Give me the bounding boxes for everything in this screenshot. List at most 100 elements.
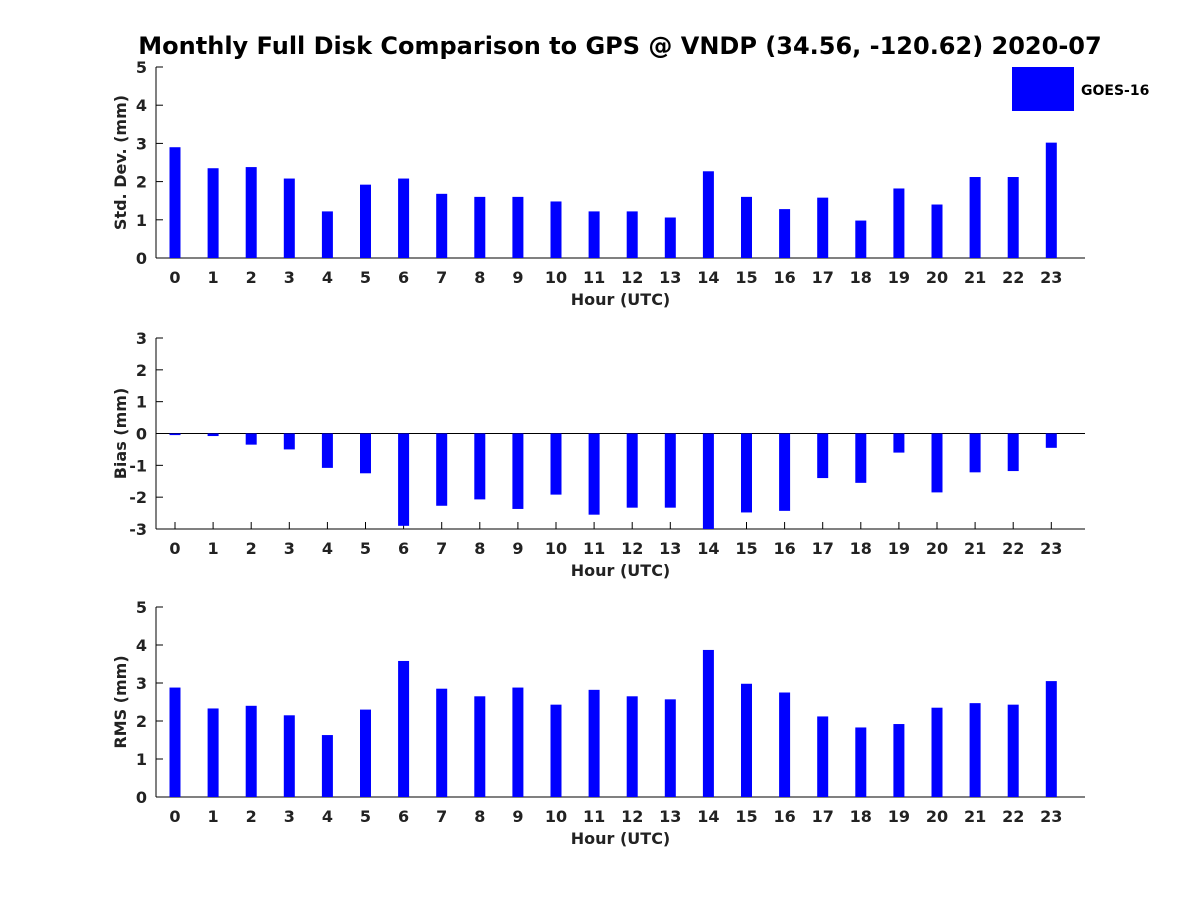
rms-x-tick-label: 23: [1040, 807, 1062, 826]
rms-x-tick-label: 4: [322, 807, 333, 826]
rms-bar-hour-2: [245, 705, 257, 797]
rms-bar-hour-20: [931, 707, 943, 797]
bias-bar-hour-3: [283, 433, 295, 450]
rms-bar-hour-15: [741, 683, 752, 797]
bias-x-tick-label: 21: [964, 539, 986, 558]
std-dev-y-tick-label: 1: [136, 211, 147, 230]
rms-bar-hour-22: [1007, 704, 1019, 797]
std-dev-x-tick-label: 10: [545, 268, 567, 287]
rms-y-axis-label: RMS (mm): [111, 655, 130, 748]
bias-bar-hour-11: [588, 433, 600, 515]
rms-x-tick-label: 11: [583, 807, 605, 826]
rms-x-tick-label: 7: [436, 807, 447, 826]
rms-y-tick-label: 3: [136, 674, 147, 693]
rms-y-tick-label: 5: [136, 598, 147, 617]
std-dev-bar-hour-22: [1007, 177, 1019, 258]
bias-y-tick-label: 2: [136, 361, 147, 380]
std-dev-y-axis-label: Std. Dev. (mm): [111, 95, 130, 230]
bias-bar-hour-15: [741, 433, 752, 513]
std-dev-x-tick-label: 5: [360, 268, 371, 287]
std-dev-y-tick-label: 4: [136, 96, 147, 115]
std-dev-x-tick-label: 1: [208, 268, 219, 287]
bias-bar-hour-19: [893, 433, 905, 453]
std-dev-bar-hour-23: [1045, 142, 1057, 258]
std-dev-bar-hour-5: [360, 184, 371, 258]
bias-bar-hour-16: [779, 433, 791, 511]
rms-x-tick-label: 19: [888, 807, 910, 826]
bias-x-tick-label: 12: [621, 539, 643, 558]
std-dev-y-tick-label: 5: [136, 58, 147, 77]
rms-bar-hour-18: [855, 727, 867, 797]
rms-x-tick-label: 0: [169, 807, 180, 826]
rms-x-tick-label: 22: [1002, 807, 1024, 826]
bias-bar-hour-12: [626, 433, 638, 508]
rms-bar-hour-12: [626, 696, 638, 797]
bias-x-tick-label: 1: [208, 539, 219, 558]
std-dev-x-tick-label: 2: [246, 268, 257, 287]
rms-bar-hour-19: [893, 724, 905, 797]
std-dev-bar-hour-8: [474, 196, 486, 258]
chart-title: Monthly Full Disk Comparison to GPS @ VN…: [138, 32, 1101, 60]
bias-y-tick-label: 3: [136, 329, 147, 348]
std-dev-x-tick-label: 13: [659, 268, 681, 287]
bias-bar-hour-21: [969, 433, 981, 473]
std-dev-bar-hour-6: [398, 178, 410, 258]
bias-x-tick-label: 2: [246, 539, 257, 558]
std-dev-x-tick-label: 12: [621, 268, 643, 287]
legend-swatch: [1012, 67, 1074, 111]
std-dev-x-tick-label: 8: [474, 268, 485, 287]
bias-y-tick-label: -3: [129, 520, 147, 539]
std-dev-bar-hour-11: [588, 211, 600, 258]
rms-bar-hour-8: [474, 696, 486, 797]
bias-bar-hour-8: [474, 433, 486, 500]
std-dev-x-tick-label: 14: [697, 268, 719, 287]
rms-bar-hour-11: [588, 689, 600, 797]
rms-x-tick-label: 1: [208, 807, 219, 826]
rms-y-tick-label: 0: [136, 788, 147, 807]
rms-bar-hour-0: [169, 687, 181, 797]
rms-x-tick-label: 6: [398, 807, 409, 826]
std-dev-bar-hour-14: [702, 171, 714, 258]
bias-bar-hour-1: [207, 433, 219, 437]
std-dev-bar-hour-9: [512, 196, 524, 258]
rms-x-tick-label: 10: [545, 807, 567, 826]
rms-bar-hour-3: [283, 715, 295, 797]
rms-x-tick-label: 13: [659, 807, 681, 826]
rms-x-tick-label: 17: [812, 807, 834, 826]
bias-x-tick-label: 22: [1002, 539, 1024, 558]
rms-bar-hour-21: [969, 703, 981, 797]
bias-x-axis-label: Hour (UTC): [571, 561, 671, 580]
rms-bar-hour-1: [207, 708, 219, 797]
rms-bar-hour-6: [398, 660, 410, 797]
rms-x-tick-label: 5: [360, 807, 371, 826]
std-dev-bar-hour-20: [931, 204, 943, 258]
std-dev-bar-hour-4: [321, 211, 333, 258]
std-dev-x-tick-label: 20: [926, 268, 948, 287]
std-dev-y-tick-label: 2: [136, 173, 147, 192]
rms-x-tick-label: 3: [284, 807, 295, 826]
bias-bar-hour-4: [321, 433, 333, 468]
bias-y-tick-label: 0: [136, 425, 147, 444]
bias-bar-hour-0: [169, 433, 181, 436]
bias-y-tick-label: -1: [129, 456, 147, 475]
std-dev-bar-hour-2: [245, 167, 257, 258]
std-dev-bar-hour-0: [169, 147, 181, 258]
bias-bar-hour-10: [550, 433, 562, 495]
rms-x-tick-label: 9: [512, 807, 523, 826]
bias-x-tick-label: 4: [322, 539, 333, 558]
bias-x-tick-label: 9: [512, 539, 523, 558]
std-dev-x-tick-label: 0: [169, 268, 180, 287]
std-dev-x-tick-label: 22: [1002, 268, 1024, 287]
std-dev-x-axis-label: Hour (UTC): [571, 290, 671, 309]
bias-x-tick-label: 17: [812, 539, 834, 558]
bias-x-tick-label: 7: [436, 539, 447, 558]
bias-bar-hour-6: [398, 433, 410, 526]
bias-bar-hour-20: [931, 433, 943, 493]
bias-x-tick-label: 19: [888, 539, 910, 558]
bias-x-tick-label: 14: [697, 539, 719, 558]
rms-x-tick-label: 18: [850, 807, 872, 826]
std-dev-y-tick-label: 0: [136, 249, 147, 268]
std-dev-bar-hour-19: [893, 188, 905, 258]
